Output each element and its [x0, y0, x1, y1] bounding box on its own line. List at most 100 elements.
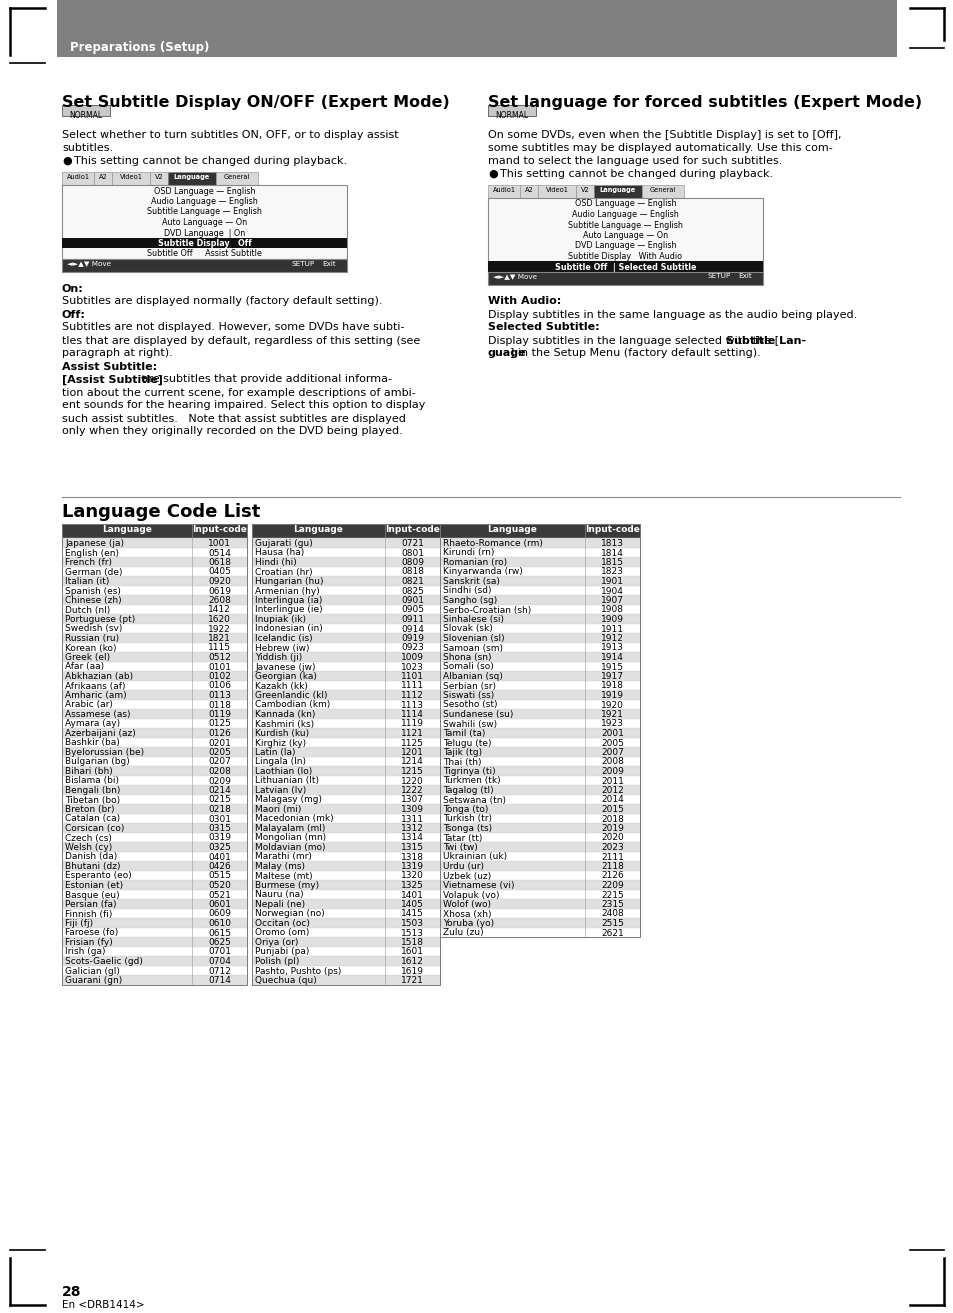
Text: Japanese (ja): Japanese (ja)	[65, 540, 124, 548]
Text: 0721: 0721	[400, 540, 423, 548]
Bar	[439, 871, 639, 880]
Bar	[62, 909, 247, 918]
Bar	[252, 747, 439, 756]
Text: subtitles.: subtitles.	[62, 143, 113, 154]
Bar	[252, 718, 439, 727]
Text: 0102: 0102	[208, 672, 231, 681]
Text: Slovak (sk): Slovak (sk)	[442, 625, 493, 633]
Bar	[488, 185, 519, 198]
Bar	[252, 976, 439, 985]
Bar	[62, 947, 247, 956]
Bar	[252, 653, 439, 662]
Text: This setting cannot be changed during playback.: This setting cannot be changed during pl…	[74, 156, 347, 165]
Text: Hindi (hi): Hindi (hi)	[254, 558, 296, 567]
Text: Serbo-Croatian (sh): Serbo-Croatian (sh)	[442, 605, 531, 614]
Text: 2015: 2015	[600, 805, 623, 814]
Text: 0601: 0601	[208, 899, 231, 909]
Text: 0919: 0919	[400, 634, 423, 643]
Text: Macedonian (mk): Macedonian (mk)	[254, 814, 334, 823]
Text: Corsican (co): Corsican (co)	[65, 825, 124, 832]
Text: Subtitle Display   Off: Subtitle Display Off	[157, 239, 251, 248]
Text: Maori (mi): Maori (mi)	[254, 805, 301, 814]
Text: Telugu (te): Telugu (te)	[442, 738, 491, 747]
Text: 0118: 0118	[208, 701, 231, 709]
Text: Basque (eu): Basque (eu)	[65, 890, 119, 899]
Text: Kirghiz (ky): Kirghiz (ky)	[254, 738, 306, 747]
Text: ent sounds for the hearing impaired. Select this option to display: ent sounds for the hearing impaired. Sel…	[62, 400, 425, 411]
Text: Pashto, Pushto (ps): Pashto, Pushto (ps)	[254, 966, 341, 976]
Bar	[488, 261, 762, 272]
Bar	[252, 804, 439, 814]
Text: ●: ●	[62, 156, 71, 165]
Bar	[252, 823, 439, 832]
Text: 1612: 1612	[400, 957, 423, 966]
Text: Vietnamese (vi): Vietnamese (vi)	[442, 881, 514, 890]
Text: 2515: 2515	[600, 919, 623, 928]
Text: 2019: 2019	[600, 825, 623, 832]
Bar	[439, 832, 639, 842]
Text: Oriya (or): Oriya (or)	[254, 937, 298, 947]
Bar	[439, 642, 639, 653]
Text: Arabic (ar): Arabic (ar)	[65, 701, 112, 709]
Text: 2215: 2215	[600, 890, 623, 899]
Text: 1312: 1312	[400, 825, 423, 832]
Text: Display subtitles in the same language as the audio being played.: Display subtitles in the same language a…	[488, 310, 857, 319]
Bar	[62, 691, 247, 700]
Bar	[62, 566, 247, 576]
Text: Maltese (mt): Maltese (mt)	[254, 872, 313, 881]
Bar	[57, 0, 896, 56]
Text: Moldavian (mo): Moldavian (mo)	[254, 843, 325, 852]
Text: Chinese (zh): Chinese (zh)	[65, 596, 121, 605]
Bar	[252, 776, 439, 785]
Text: are subtitles that provide additional informa-: are subtitles that provide additional in…	[138, 374, 392, 385]
Text: Kashmiri (ks): Kashmiri (ks)	[254, 720, 314, 729]
Bar	[439, 899, 639, 909]
Text: Wolof (wo): Wolof (wo)	[442, 899, 491, 909]
Text: Tonga (to): Tonga (to)	[442, 805, 488, 814]
Text: OSD Language — English: OSD Language — English	[574, 200, 676, 209]
Text: Mongolian (mn): Mongolian (mn)	[254, 834, 326, 843]
Text: Inupiak (ik): Inupiak (ik)	[254, 614, 306, 624]
Bar	[252, 918, 439, 927]
Bar	[62, 842, 247, 852]
Bar	[252, 709, 439, 718]
Bar	[62, 709, 247, 718]
Text: 1815: 1815	[600, 558, 623, 567]
Text: Quechua (qu): Quechua (qu)	[254, 976, 316, 985]
Text: 1201: 1201	[400, 748, 423, 758]
Bar	[252, 727, 439, 738]
Bar	[439, 794, 639, 804]
Text: DVD Language — English: DVD Language — English	[574, 242, 676, 251]
Text: 1915: 1915	[600, 663, 623, 671]
Text: Turkish (tr): Turkish (tr)	[442, 814, 492, 823]
Text: 1119: 1119	[400, 720, 423, 729]
Text: 1311: 1311	[400, 814, 423, 823]
Bar	[252, 700, 439, 709]
Bar	[439, 880, 639, 889]
Text: 0712: 0712	[208, 966, 231, 976]
Text: Malagasy (mg): Malagasy (mg)	[254, 796, 322, 805]
Text: 1922: 1922	[208, 625, 231, 633]
Bar	[252, 814, 439, 823]
Text: 2023: 2023	[600, 843, 623, 852]
Bar	[252, 633, 439, 642]
Text: NORMAL: NORMAL	[70, 112, 103, 119]
Text: 0905: 0905	[400, 605, 423, 614]
Text: 0125: 0125	[208, 720, 231, 729]
Bar	[439, 738, 639, 747]
Bar	[62, 804, 247, 814]
Text: Greek (el): Greek (el)	[65, 653, 110, 662]
Bar	[576, 185, 594, 198]
Text: Estonian (et): Estonian (et)	[65, 881, 123, 890]
Text: ●: ●	[488, 169, 497, 179]
Text: 1121: 1121	[400, 729, 423, 738]
Text: Tigrinya (ti): Tigrinya (ti)	[442, 767, 496, 776]
Text: Ukrainian (uk): Ukrainian (uk)	[442, 852, 507, 861]
Bar	[62, 576, 247, 586]
Text: 1405: 1405	[400, 899, 423, 909]
Text: 0208: 0208	[208, 767, 231, 776]
Text: 1921: 1921	[600, 710, 623, 720]
Text: Audio Language — English: Audio Language — English	[572, 210, 679, 219]
Bar	[252, 548, 439, 557]
Text: Spanish (es): Spanish (es)	[65, 587, 121, 596]
